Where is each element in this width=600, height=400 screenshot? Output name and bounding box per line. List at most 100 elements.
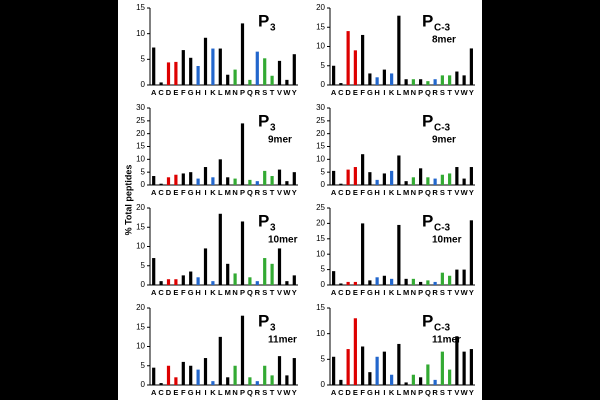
y-tick-label: 0 <box>321 80 326 89</box>
x-tick-label: Y <box>469 88 474 97</box>
panel-title: P <box>258 211 269 230</box>
y-tick-label: 0 <box>141 380 146 389</box>
x-tick-label: Q <box>425 188 431 197</box>
bar <box>226 74 230 85</box>
bar <box>159 82 163 85</box>
x-tick-label: F <box>360 88 365 97</box>
x-tick-label: Q <box>247 188 253 197</box>
y-tick-label: 5 <box>141 261 146 270</box>
bar <box>375 356 379 385</box>
x-tick-label: S <box>440 388 445 397</box>
panel-background <box>118 0 482 400</box>
x-tick-label: Q <box>425 388 431 397</box>
y-tick-label: 0 <box>321 280 326 289</box>
x-tick-label: F <box>181 188 186 197</box>
bar <box>361 34 365 85</box>
x-tick-label: P <box>418 388 423 397</box>
bar <box>248 377 252 385</box>
x-tick-label: E <box>173 288 178 297</box>
y-tick-label: 10 <box>136 29 145 38</box>
bar <box>353 50 357 85</box>
bar <box>292 275 296 285</box>
bar <box>426 81 430 85</box>
bar <box>397 15 401 86</box>
x-tick-label: V <box>454 88 459 97</box>
bar <box>248 79 252 85</box>
x-tick-label: W <box>283 388 291 397</box>
y-tick-label: 15 <box>136 322 145 331</box>
bar <box>196 277 200 285</box>
bar <box>332 170 336 185</box>
bar <box>433 379 437 385</box>
x-tick-label: V <box>277 288 282 297</box>
bar <box>339 379 343 385</box>
x-tick-label: E <box>353 288 358 297</box>
x-tick-label: Y <box>469 288 474 297</box>
bar <box>339 183 343 185</box>
panel-title-subscript: 3 <box>270 23 276 34</box>
x-tick-label: Q <box>247 88 253 97</box>
x-tick-label: Y <box>469 388 474 397</box>
x-tick-label: C <box>338 388 344 397</box>
bar <box>292 172 296 185</box>
bar <box>455 336 459 385</box>
x-tick-label: I <box>204 88 206 97</box>
panel-title: P <box>258 111 269 130</box>
panel-title: P <box>258 311 269 330</box>
bar <box>455 269 459 285</box>
bar <box>382 351 386 385</box>
bar <box>240 23 245 85</box>
bar <box>404 79 408 85</box>
bar <box>285 375 289 385</box>
x-tick-label: I <box>383 188 385 197</box>
panel-title: P <box>422 211 433 230</box>
x-tick-label: C <box>158 388 164 397</box>
y-tick-label: 25 <box>136 116 145 125</box>
x-tick-label: Y <box>292 88 297 97</box>
x-tick-label: V <box>277 88 282 97</box>
panel-title: P <box>258 11 269 30</box>
x-tick-label: K <box>389 288 395 297</box>
y-tick-label: 5 <box>141 167 146 176</box>
bar <box>189 271 193 285</box>
panel-title-subscript: C-3 <box>434 223 451 234</box>
bar <box>462 178 466 185</box>
x-tick-label: I <box>383 388 385 397</box>
bar <box>382 275 386 285</box>
x-tick-label: Y <box>292 188 297 197</box>
x-tick-label: S <box>262 288 267 297</box>
x-tick-label: A <box>151 388 157 397</box>
x-tick-label: I <box>204 388 206 397</box>
x-tick-label: R <box>432 188 438 197</box>
panel-title-subscript: 3 <box>270 123 276 134</box>
bar <box>346 169 350 185</box>
bar <box>152 258 156 285</box>
bar <box>174 61 178 85</box>
bar <box>292 358 296 385</box>
bar <box>159 281 163 285</box>
x-tick-label: G <box>188 288 194 297</box>
x-tick-label: C <box>158 288 164 297</box>
bar <box>263 170 267 185</box>
panel-subtitle: 10mer <box>268 235 298 246</box>
bar <box>166 177 171 185</box>
bar <box>270 176 274 185</box>
x-tick-label: D <box>345 388 351 397</box>
bar <box>433 79 437 85</box>
x-tick-label: Y <box>292 288 297 297</box>
bar <box>240 221 245 285</box>
x-tick-label: F <box>181 388 186 397</box>
bar <box>255 181 259 185</box>
bar <box>196 178 200 185</box>
x-tick-label: N <box>411 388 416 397</box>
bar <box>233 365 237 385</box>
x-tick-label: L <box>218 388 223 397</box>
x-tick-label: S <box>262 388 267 397</box>
bar <box>263 365 267 385</box>
y-tick-label: 20 <box>316 3 325 12</box>
bar <box>233 69 237 85</box>
bar <box>152 176 156 185</box>
x-tick-label: N <box>232 88 237 97</box>
